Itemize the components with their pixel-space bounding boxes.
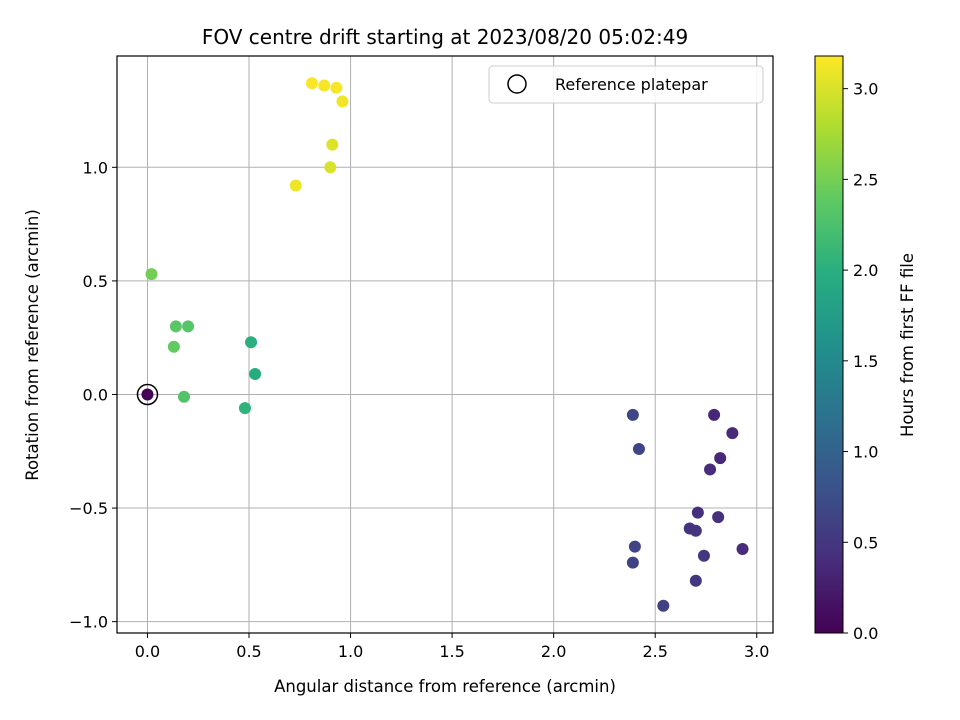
legend: Reference platepar <box>488 65 764 104</box>
data-point <box>289 179 302 192</box>
y-tick-label: 0.0 <box>83 385 108 404</box>
x-axis-ticks: 0.0 0.5 1.0 1.5 2.0 2.5 3.0 <box>135 633 769 661</box>
data-point <box>324 161 337 174</box>
colorbar-ticks: 0.0 0.5 1.0 1.5 2.0 2.5 3.0 <box>843 80 878 643</box>
legend-entry-label: Reference platepar <box>555 75 708 94</box>
data-point <box>318 79 331 92</box>
y-axis-ticks: −1.0 −0.5 0.0 0.5 1.0 <box>69 158 117 632</box>
colorbar-tick-label: 2.5 <box>853 170 878 189</box>
y-tick-label: 1.0 <box>83 158 108 177</box>
legend-box <box>488 65 764 104</box>
data-point <box>178 390 191 403</box>
data-point <box>628 540 641 553</box>
data-point <box>167 340 180 353</box>
grid-layer <box>117 56 773 633</box>
colorbar-tick-label: 1.0 <box>853 443 878 462</box>
data-point <box>712 511 725 524</box>
data-point <box>326 138 339 151</box>
data-point <box>697 549 710 562</box>
data-point <box>632 442 645 455</box>
colorbar-tick-label: 0.5 <box>853 533 878 552</box>
x-tick-label: 0.5 <box>236 642 261 661</box>
legend-marker <box>507 74 527 94</box>
colorbar-tick-label: 1.5 <box>853 352 878 371</box>
y-axis-label: Rotation from reference (arcmin) <box>23 209 42 481</box>
plot-frame <box>116 55 774 634</box>
data-point <box>245 336 258 349</box>
data-point <box>626 556 639 569</box>
x-tick-label: 2.5 <box>642 642 667 661</box>
data-point <box>141 388 154 401</box>
data-point <box>145 268 158 281</box>
colorbar: 0.0 0.5 1.0 1.5 2.0 2.5 3.0 Hours from first F… <box>814 55 917 643</box>
data-point <box>238 402 251 415</box>
y-tick-label: −1.0 <box>69 613 108 632</box>
data-point <box>336 95 349 108</box>
x-axis-label: Angular distance from reference (arcmin) <box>274 677 616 696</box>
data-point <box>691 506 704 519</box>
data-point <box>169 320 182 333</box>
x-tick-label: 1.0 <box>338 642 363 661</box>
x-tick-label: 0.0 <box>135 642 160 661</box>
colorbar-tick-label: 0.0 <box>853 624 878 643</box>
data-point <box>736 542 749 555</box>
colorbar-gradient <box>814 55 844 634</box>
data-point <box>249 368 262 381</box>
data-point <box>726 427 739 440</box>
y-tick-label: 0.5 <box>83 272 108 291</box>
x-tick-label: 3.0 <box>744 642 769 661</box>
data-point <box>714 452 727 465</box>
reference-platepar-marker <box>136 383 159 406</box>
colorbar-tick-label: 2.0 <box>853 261 878 280</box>
data-point <box>689 574 702 587</box>
colorbar-label: Hours from first FF file <box>898 253 917 437</box>
points-layer <box>136 77 749 612</box>
data-point <box>182 320 195 333</box>
chart-title: FOV centre drift starting at 2023/08/20 … <box>202 25 688 49</box>
data-point <box>689 524 702 537</box>
x-tick-label: 1.5 <box>439 642 464 661</box>
colorbar-tick-label: 3.0 <box>853 80 878 99</box>
data-point <box>305 77 318 90</box>
data-point <box>704 463 717 476</box>
data-point <box>330 81 343 94</box>
x-tick-label: 2.0 <box>541 642 566 661</box>
y-tick-label: −0.5 <box>69 499 108 518</box>
data-point <box>657 599 670 612</box>
data-point <box>708 408 721 421</box>
data-point <box>626 408 639 421</box>
